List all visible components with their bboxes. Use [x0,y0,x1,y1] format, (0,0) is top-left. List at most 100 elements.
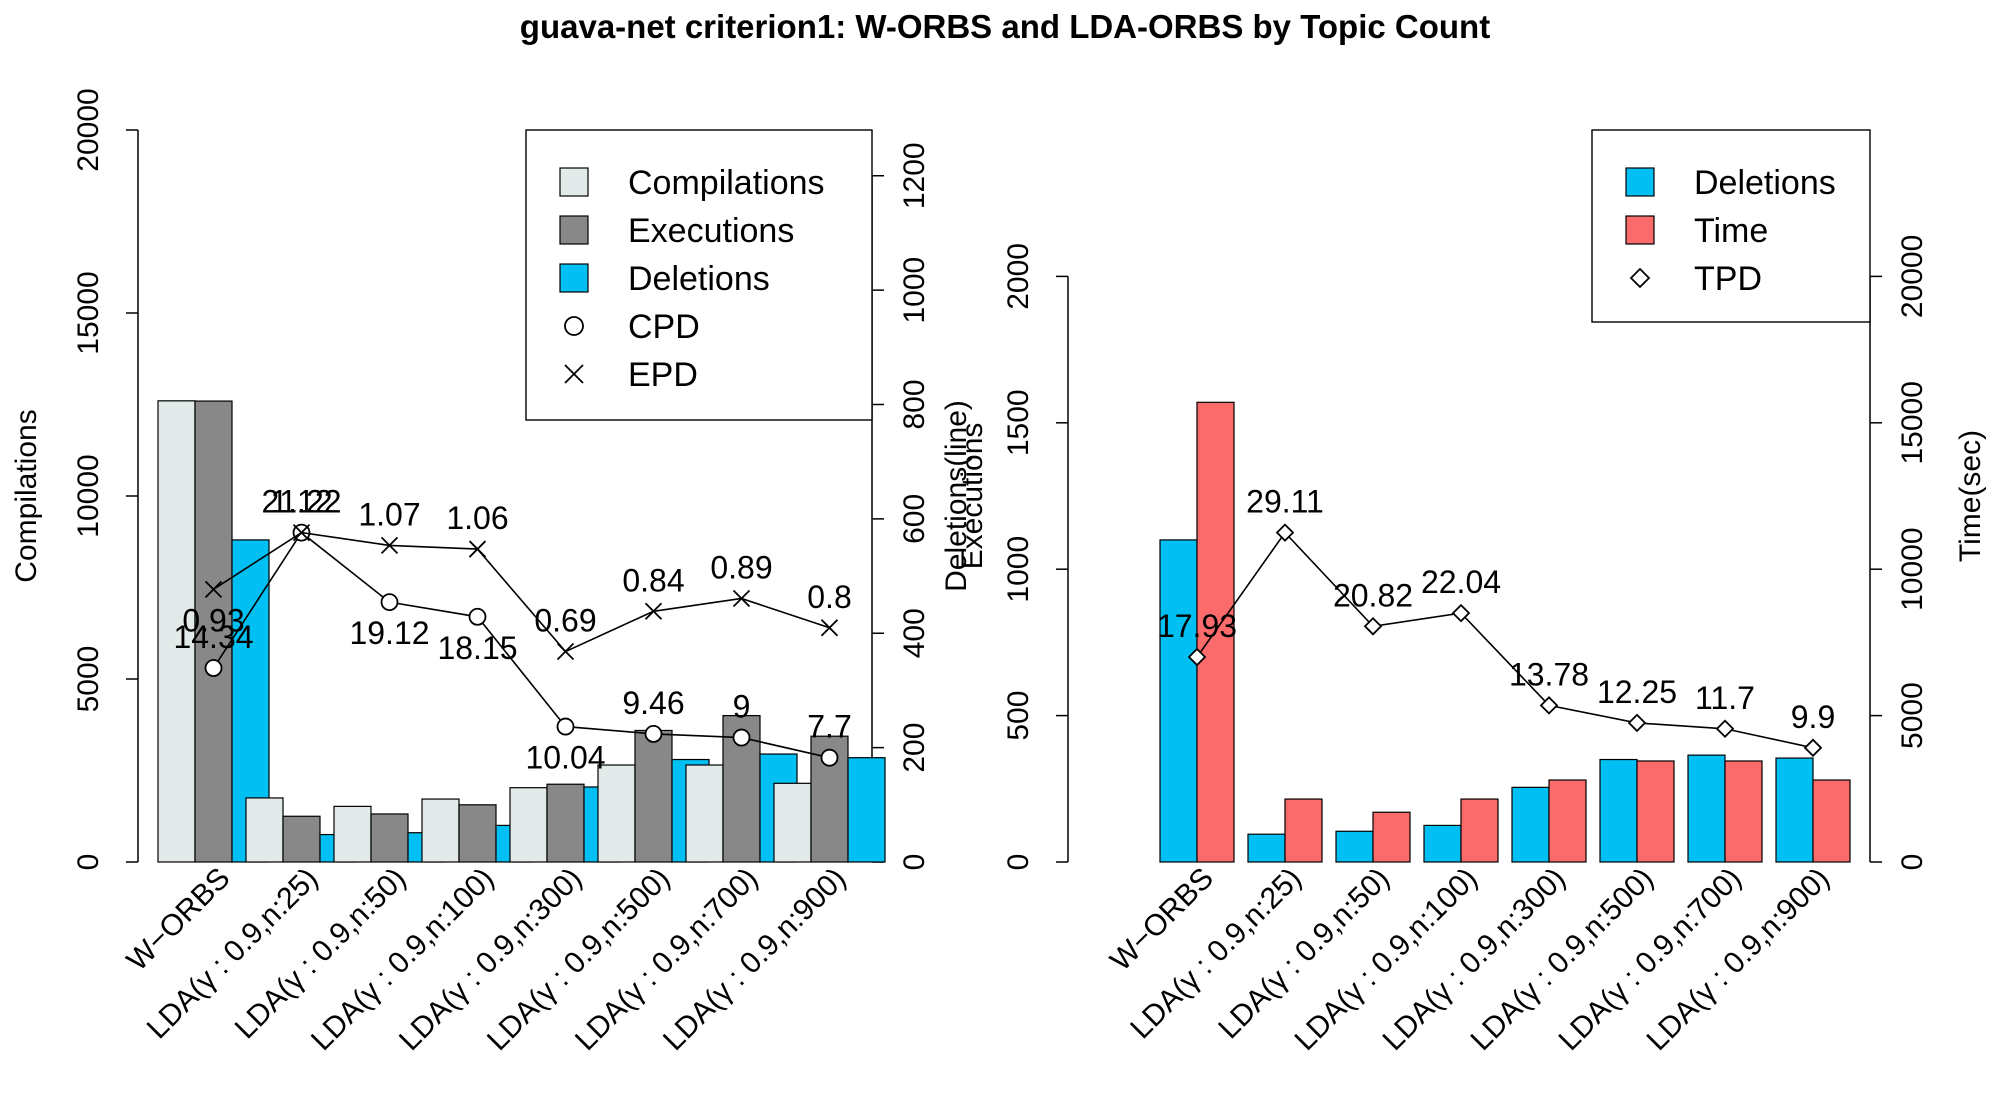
bar-executions [546,783,585,863]
bar-deletions [1687,754,1726,863]
bar-executions [458,804,497,863]
data-label-tpd: 22.04 [1421,564,1501,600]
bar-executions [194,400,233,863]
left-axis-tick-label: 500 [1002,691,1035,741]
right-axis-label: Time(sec) [1954,430,1987,562]
legend-label-epd: EPD [628,356,698,394]
legend-swatch-compilations [559,167,589,197]
legend-marker-cpd [564,316,584,336]
legend-marker-epd [564,364,584,384]
bar-compilations [421,798,460,863]
left-axis-tick-label: 1500 [1002,389,1035,456]
bar-deletions [1775,757,1814,863]
bar-compilations [773,782,812,863]
bar-compilations [333,805,372,863]
marker-epd [292,523,311,542]
bar-deletions [1511,786,1550,863]
data-label-epd: 0.69 [534,603,596,639]
marker-epd [468,540,487,558]
data-label-cpd: 18.15 [437,630,517,666]
data-label-cpd: 7.7 [807,709,851,745]
right-axis-tick-label: 10000 [1896,527,1929,610]
data-label-cpd: 14.34 [173,619,253,655]
data-label-cpd: 21.22 [261,484,341,520]
legend-label-deletions: Deletions [628,260,770,298]
line-tpd [1196,531,1814,749]
bar-compilations [685,764,724,863]
bar-deletions [1599,758,1638,863]
right-axis-tick-label: 1200 [898,142,931,209]
right-axis-tick-label: 20000 [1896,235,1929,318]
bar-deletions [1247,833,1286,863]
bar-executions [282,815,321,863]
data-label-tpd: 13.78 [1509,656,1589,692]
legend-label-compilations: Compilations [628,164,825,202]
data-label-tpd: 11.7 [1695,680,1755,716]
bar-compilations [157,400,196,863]
bar-compilations [245,797,284,863]
data-label-epd: 1.12 [270,484,332,520]
data-label-tpd: 12.25 [1597,674,1677,710]
line-epd [213,531,830,653]
marker-epd [204,580,223,598]
bar-time [1460,798,1499,863]
data-label-tpd: 20.82 [1333,577,1413,613]
legend: Deletions Time TPD [1591,129,1871,323]
left-axis-tick-label: 0 [72,854,105,871]
right-axis-tick-label: 400 [898,608,931,658]
legend-label-cpd: CPD [628,308,700,346]
data-label-cpd: 9 [733,689,751,725]
bar-time [1372,811,1411,863]
marker-tpd [1715,719,1735,739]
right-axis-tick-label: 600 [898,494,931,544]
chart-title: guava-net criterion1: W-ORBS and LDA-ORB… [520,8,1490,45]
data-label-cpd: 10.04 [525,740,605,776]
right-panel: 0 500 1000 1500 2000 Deletions(line) 0 5000 1000… [940,129,1987,1057]
marker-epd [644,602,663,620]
legend-swatch-deletions [1625,167,1655,197]
left-panel: 0 5000 10000 15000 20000 Compilations 0 200 400 6… [10,88,989,1057]
bar-deletions [1159,539,1198,863]
left-axis-tick-label: 10000 [72,454,105,537]
bar-time [1812,779,1851,863]
marker-tpd [1627,713,1647,733]
marker-tpd [1451,603,1471,623]
legend: Compilations Executions Deletions CPD EPD [525,129,873,421]
marker-cpd [468,607,487,626]
marker-cpd [204,659,223,677]
bar-deletions [1335,830,1374,863]
left-axis-tick-label: 2000 [1002,243,1035,310]
marker-tpd [1187,647,1207,667]
bar-deletions [1423,824,1462,863]
marker-cpd [732,728,751,747]
right-axis-tick-label: 5000 [1896,682,1929,749]
data-label-cpd: 19.12 [349,615,429,651]
data-label-epd: 0.84 [622,562,684,598]
bar-deletions [847,757,886,863]
data-label-tpd: 17.93 [1157,608,1237,644]
legend-marker-tpd [1629,267,1651,289]
right-axis-tick-label: 0 [898,854,931,871]
right-axis-label: Executions [956,423,989,570]
marker-tpd [1803,738,1823,758]
left-axis-tick-label: 1000 [1002,536,1035,603]
left-axis-tick-label: 0 [1002,854,1035,871]
marker-cpd [820,748,839,767]
right-axis-tick-label: 0 [1896,854,1929,871]
marker-epd [556,642,575,661]
data-label-epd: 1.07 [358,496,420,532]
left-axis-label: Compilations [10,409,43,582]
legend-label-tpd: TPD [1694,260,1762,298]
legend-label-deletions: Deletions [1694,164,1836,202]
right-axis-tick-label: 800 [898,379,931,429]
data-label-epd: 0.93 [182,602,244,638]
legend-swatch-time [1625,215,1655,245]
bar-time [1636,760,1675,863]
data-label-cpd: 9.46 [622,685,684,721]
marker-tpd [1539,696,1559,715]
line-cpd [212,531,830,759]
left-axis-tick-label: 15000 [72,271,105,354]
right-axis-tick-label: 200 [898,723,931,773]
legend-label-executions: Executions [628,212,794,250]
